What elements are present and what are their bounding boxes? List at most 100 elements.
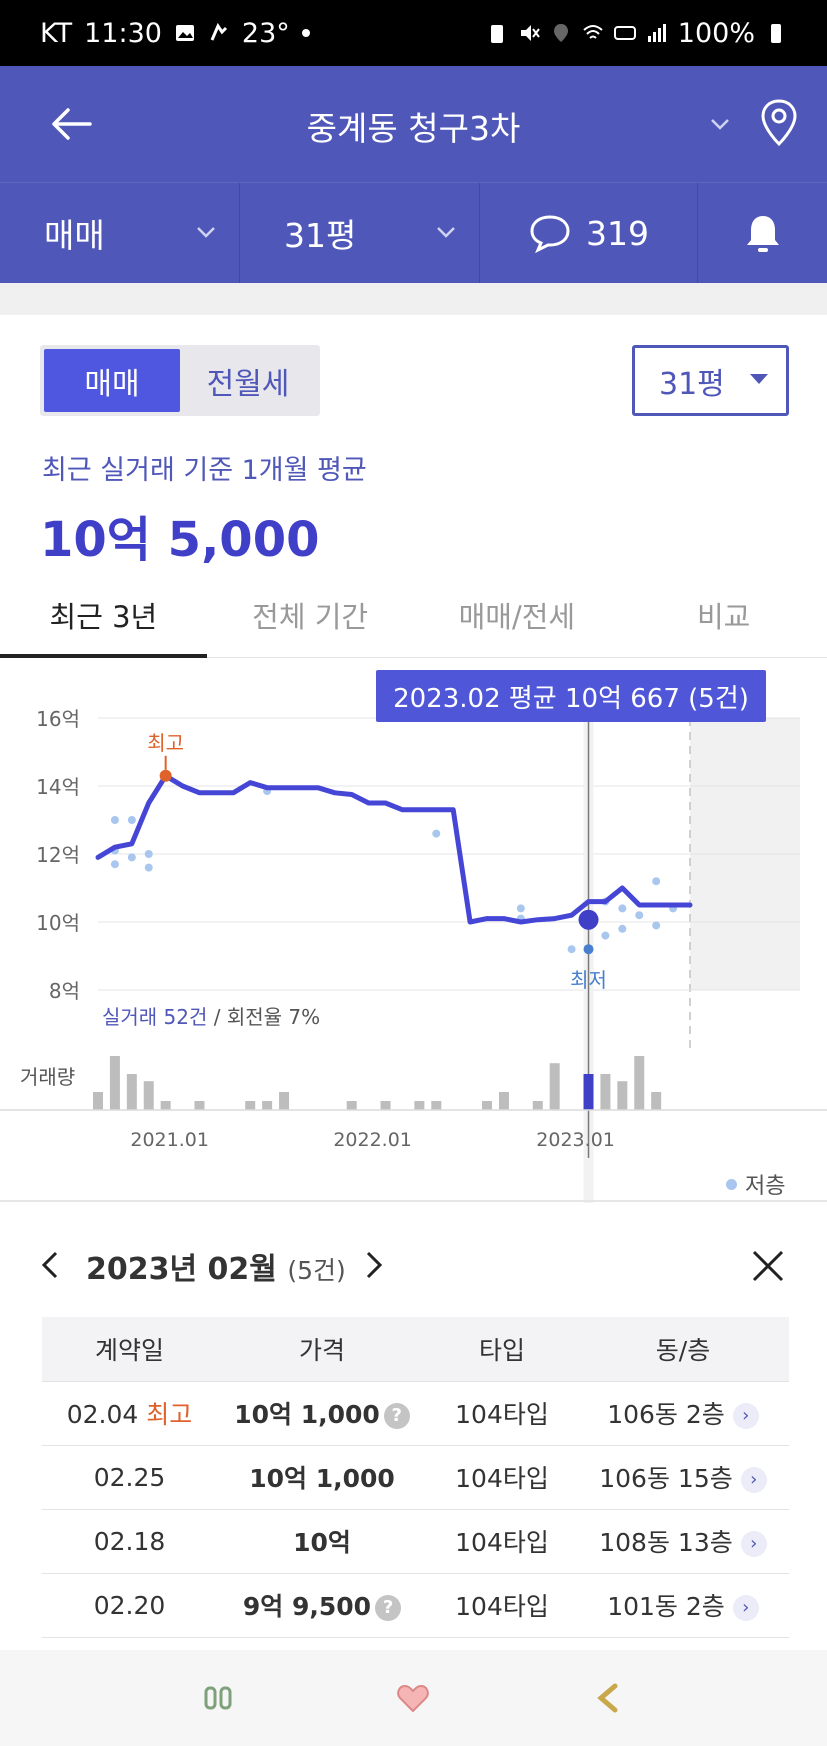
- volume-bar: [583, 1074, 594, 1110]
- low-floor-point: [144, 850, 153, 858]
- dong-floor-text: 108동 13층: [599, 1528, 733, 1557]
- chevron-right-icon[interactable]: [362, 1250, 386, 1280]
- chevron-right-icon[interactable]: ›: [732, 1403, 759, 1429]
- month-title: 2023년 02월 (5건): [86, 1244, 346, 1288]
- wifi-icon: [583, 25, 603, 39]
- help-icon[interactable]: ?: [383, 1403, 410, 1429]
- chevron-left-icon[interactable]: [38, 1250, 62, 1280]
- back-icon[interactable]: [589, 1678, 629, 1718]
- app-header: 중계동 청구3차: [0, 66, 827, 182]
- volume-bar: [431, 1101, 442, 1110]
- volume-bar: [380, 1101, 391, 1110]
- table-row[interactable]: 02.18 10억 104타입 108동 13층 ›: [42, 1509, 789, 1574]
- volume-bar: [414, 1101, 425, 1110]
- tab-all-period[interactable]: 전체 기간: [252, 600, 369, 634]
- max-tag: 최고: [146, 1400, 193, 1429]
- complex-title[interactable]: 중계동 청구3차: [306, 109, 521, 148]
- low-floor-point: [652, 877, 661, 886]
- date-text: 02.25: [93, 1462, 166, 1492]
- toggle-sale[interactable]: 매매: [44, 349, 180, 412]
- table-header-row: 계약일 가격 타입 동/층: [42, 1317, 789, 1382]
- table-row[interactable]: 02.25 10억 1,000 104타입 106동 15층 ›: [42, 1445, 789, 1510]
- cell-date: 02.04 최고: [42, 1381, 217, 1446]
- area-select-label: 31평: [659, 366, 725, 402]
- turnover-rate: / 회전율 7%: [207, 1005, 320, 1029]
- area-label: 31평: [284, 216, 357, 255]
- notification-dot-icon: [301, 29, 310, 37]
- cell-price: 10억 1,000: [217, 1445, 427, 1510]
- col-dong-floor: 동/층: [577, 1317, 789, 1382]
- mute-icon: [520, 25, 540, 41]
- y-tick-label: 10억: [36, 911, 80, 935]
- cell-date: 02.18: [42, 1509, 217, 1574]
- cell-dong-floor: 106동 15층 ›: [577, 1445, 789, 1510]
- table-row[interactable]: 02.20 9억 9,500? 104타입 101동 2층 ›: [42, 1573, 789, 1638]
- max-point: [159, 769, 172, 782]
- price-text: 9억 9,500: [242, 1592, 372, 1621]
- price-chart[interactable]: 16억 14억 12억 10억 8억 최고 최저 실거래 52건 / 회전율 7% 거래량 202…: [0, 658, 827, 1203]
- cell-type: 104타입: [427, 1381, 577, 1446]
- volume-bar: [143, 1081, 154, 1110]
- legend-dot-icon: [726, 1178, 737, 1190]
- help-icon[interactable]: ?: [375, 1595, 402, 1621]
- tab-compare[interactable]: 비교: [696, 600, 751, 634]
- back-arrow-icon[interactable]: [48, 100, 96, 148]
- chevron-down-icon[interactable]: [708, 112, 732, 136]
- volume-bar: [194, 1101, 205, 1110]
- volume-bar: [245, 1101, 256, 1110]
- home-heart-icon[interactable]: [393, 1678, 433, 1718]
- low-floor-point: [144, 863, 153, 872]
- notification-button[interactable]: [698, 183, 827, 283]
- volume-bar: [126, 1074, 137, 1110]
- min-point: [583, 944, 594, 955]
- toggle-rent[interactable]: 전월세: [206, 366, 290, 402]
- tab-sale-jeonse[interactable]: 매매/전세: [458, 600, 576, 634]
- cell-date: 02.20: [42, 1573, 217, 1638]
- close-icon[interactable]: [748, 1246, 788, 1286]
- low-floor-point: [127, 853, 136, 862]
- y-tick-label: 12억: [36, 843, 80, 867]
- cell-type: 104타입: [427, 1573, 577, 1638]
- y-tick-label: 14억: [36, 775, 80, 799]
- average-price: 10억 5,000: [40, 512, 320, 568]
- comments-button[interactable]: 319: [480, 183, 698, 283]
- month-count: (5건): [287, 1256, 346, 1285]
- table-row[interactable]: 02.04 최고 10억 1,000? 104타입 106동 2층 ›: [42, 1381, 789, 1446]
- legend-low-floor: 저층: [745, 1174, 786, 1199]
- price-subtitle: 최근 실거래 기준 1개월 평균: [42, 455, 367, 486]
- y-tick-label: 8억: [49, 979, 80, 1003]
- battery-icon: [771, 24, 781, 43]
- chevron-right-icon[interactable]: ›: [740, 1531, 767, 1557]
- chart-legend: 저층: [726, 1168, 785, 1200]
- cell-dong-floor: 106동 2층 ›: [577, 1381, 789, 1446]
- low-floor-point: [110, 860, 119, 869]
- cell-dong-floor: 108동 13층 ›: [577, 1509, 789, 1574]
- location-pin-icon[interactable]: [758, 98, 800, 148]
- date-text: 02.18: [93, 1526, 166, 1556]
- price-text: 10억 1,000: [249, 1464, 395, 1493]
- dong-floor-text: 106동 2층: [607, 1400, 725, 1429]
- divider: [0, 1200, 827, 1202]
- signal-icon: [647, 24, 666, 42]
- filter-bar: 매매 31평 319: [0, 182, 827, 283]
- cell-price: 10억: [217, 1509, 427, 1574]
- location-icon: [553, 24, 568, 42]
- trade-type-dropdown[interactable]: 매매: [0, 183, 240, 283]
- average-price-line: [95, 773, 693, 925]
- system-nav-bar: [0, 1650, 827, 1746]
- low-floor-point: [127, 816, 136, 824]
- cell-type: 104타입: [427, 1445, 577, 1510]
- tab-recent-3-years[interactable]: 최근 3년: [0, 580, 207, 658]
- chevron-down-icon: [197, 227, 215, 238]
- area-select[interactable]: 31평: [632, 345, 789, 416]
- volume-bar: [532, 1101, 543, 1110]
- chevron-right-icon[interactable]: ›: [732, 1595, 759, 1621]
- cell-date: 02.25: [42, 1445, 217, 1510]
- recent-apps-icon[interactable]: [198, 1678, 238, 1718]
- caret-down-icon: [750, 374, 768, 384]
- volume-bar: [279, 1092, 290, 1110]
- temperature-label: 23°: [241, 17, 290, 49]
- chevron-right-icon[interactable]: ›: [740, 1467, 767, 1493]
- cell-dong-floor: 101동 2층 ›: [577, 1573, 789, 1638]
- area-dropdown[interactable]: 31평: [240, 183, 480, 283]
